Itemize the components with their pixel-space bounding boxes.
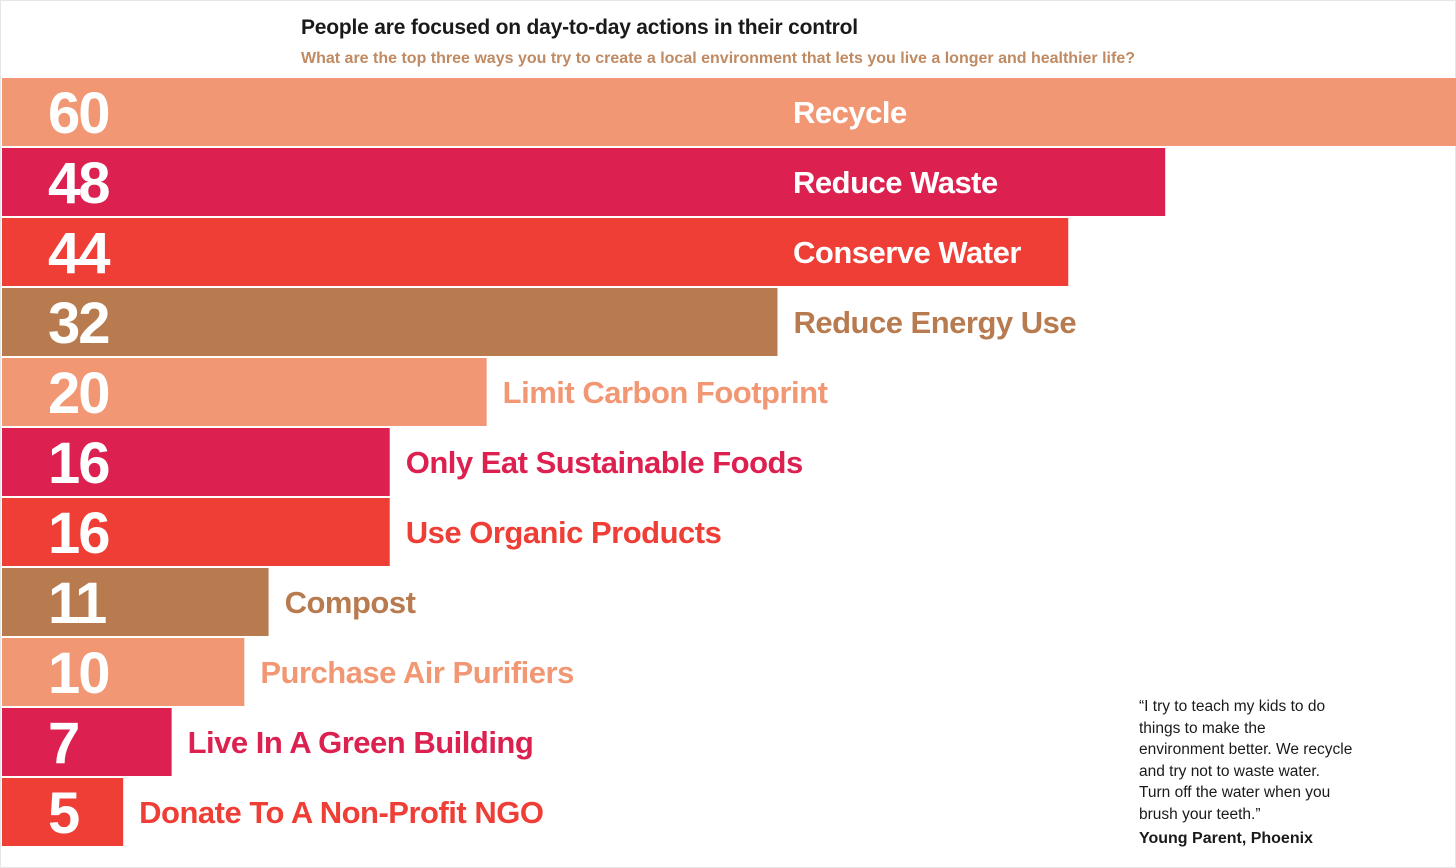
bar-value-2: 44 (48, 221, 110, 286)
bar-label-5: Only Eat Sustainable Foods (406, 445, 803, 480)
bar-label-9: Live In A Green Building (188, 725, 534, 760)
bar-2 (2, 218, 1069, 286)
bar-value-9: 7 (48, 711, 78, 776)
bar-label-3: Reduce Energy Use (793, 305, 1076, 340)
bar-label-7: Compost (285, 585, 416, 620)
chart-subtitle: What are the top three ways you try to c… (301, 50, 1135, 67)
bar-value-3: 32 (48, 291, 109, 356)
bar-6 (2, 498, 390, 566)
bar-0 (2, 78, 1456, 146)
bar-9 (2, 708, 172, 776)
bar-value-0: 60 (48, 81, 109, 146)
bar-1 (2, 148, 1166, 216)
bar-10 (2, 778, 124, 846)
bar-value-8: 10 (48, 641, 109, 706)
chart-title: People are focused on day-to-day actions… (301, 16, 858, 39)
bar-5 (2, 428, 390, 496)
bar-8 (2, 638, 245, 706)
bar-label-0: Recycle (793, 95, 907, 130)
bar-label-4: Limit Carbon Footprint (503, 375, 828, 410)
bar-value-6: 16 (48, 501, 109, 566)
bar-label-2: Conserve Water (793, 235, 1021, 270)
bar-7 (2, 568, 269, 636)
bar-label-6: Use Organic Products (406, 515, 722, 550)
bar-label-8: Purchase Air Purifiers (260, 655, 574, 690)
quote-author: Young Parent, Phoenix (1139, 830, 1313, 847)
bar-value-4: 20 (48, 361, 109, 426)
bar-value-5: 16 (48, 431, 109, 496)
bar-label-10: Donate To A Non-Profit NGO (139, 795, 543, 830)
bar-4 (2, 358, 487, 426)
bar-value-10: 5 (48, 781, 79, 846)
bar-value-7: 11 (48, 571, 106, 636)
bar-3 (2, 288, 778, 356)
bar-label-1: Reduce Waste (793, 165, 998, 200)
quote-text: “I try to teach my kids to do things to … (1139, 698, 1353, 823)
bar-value-1: 48 (48, 151, 109, 216)
